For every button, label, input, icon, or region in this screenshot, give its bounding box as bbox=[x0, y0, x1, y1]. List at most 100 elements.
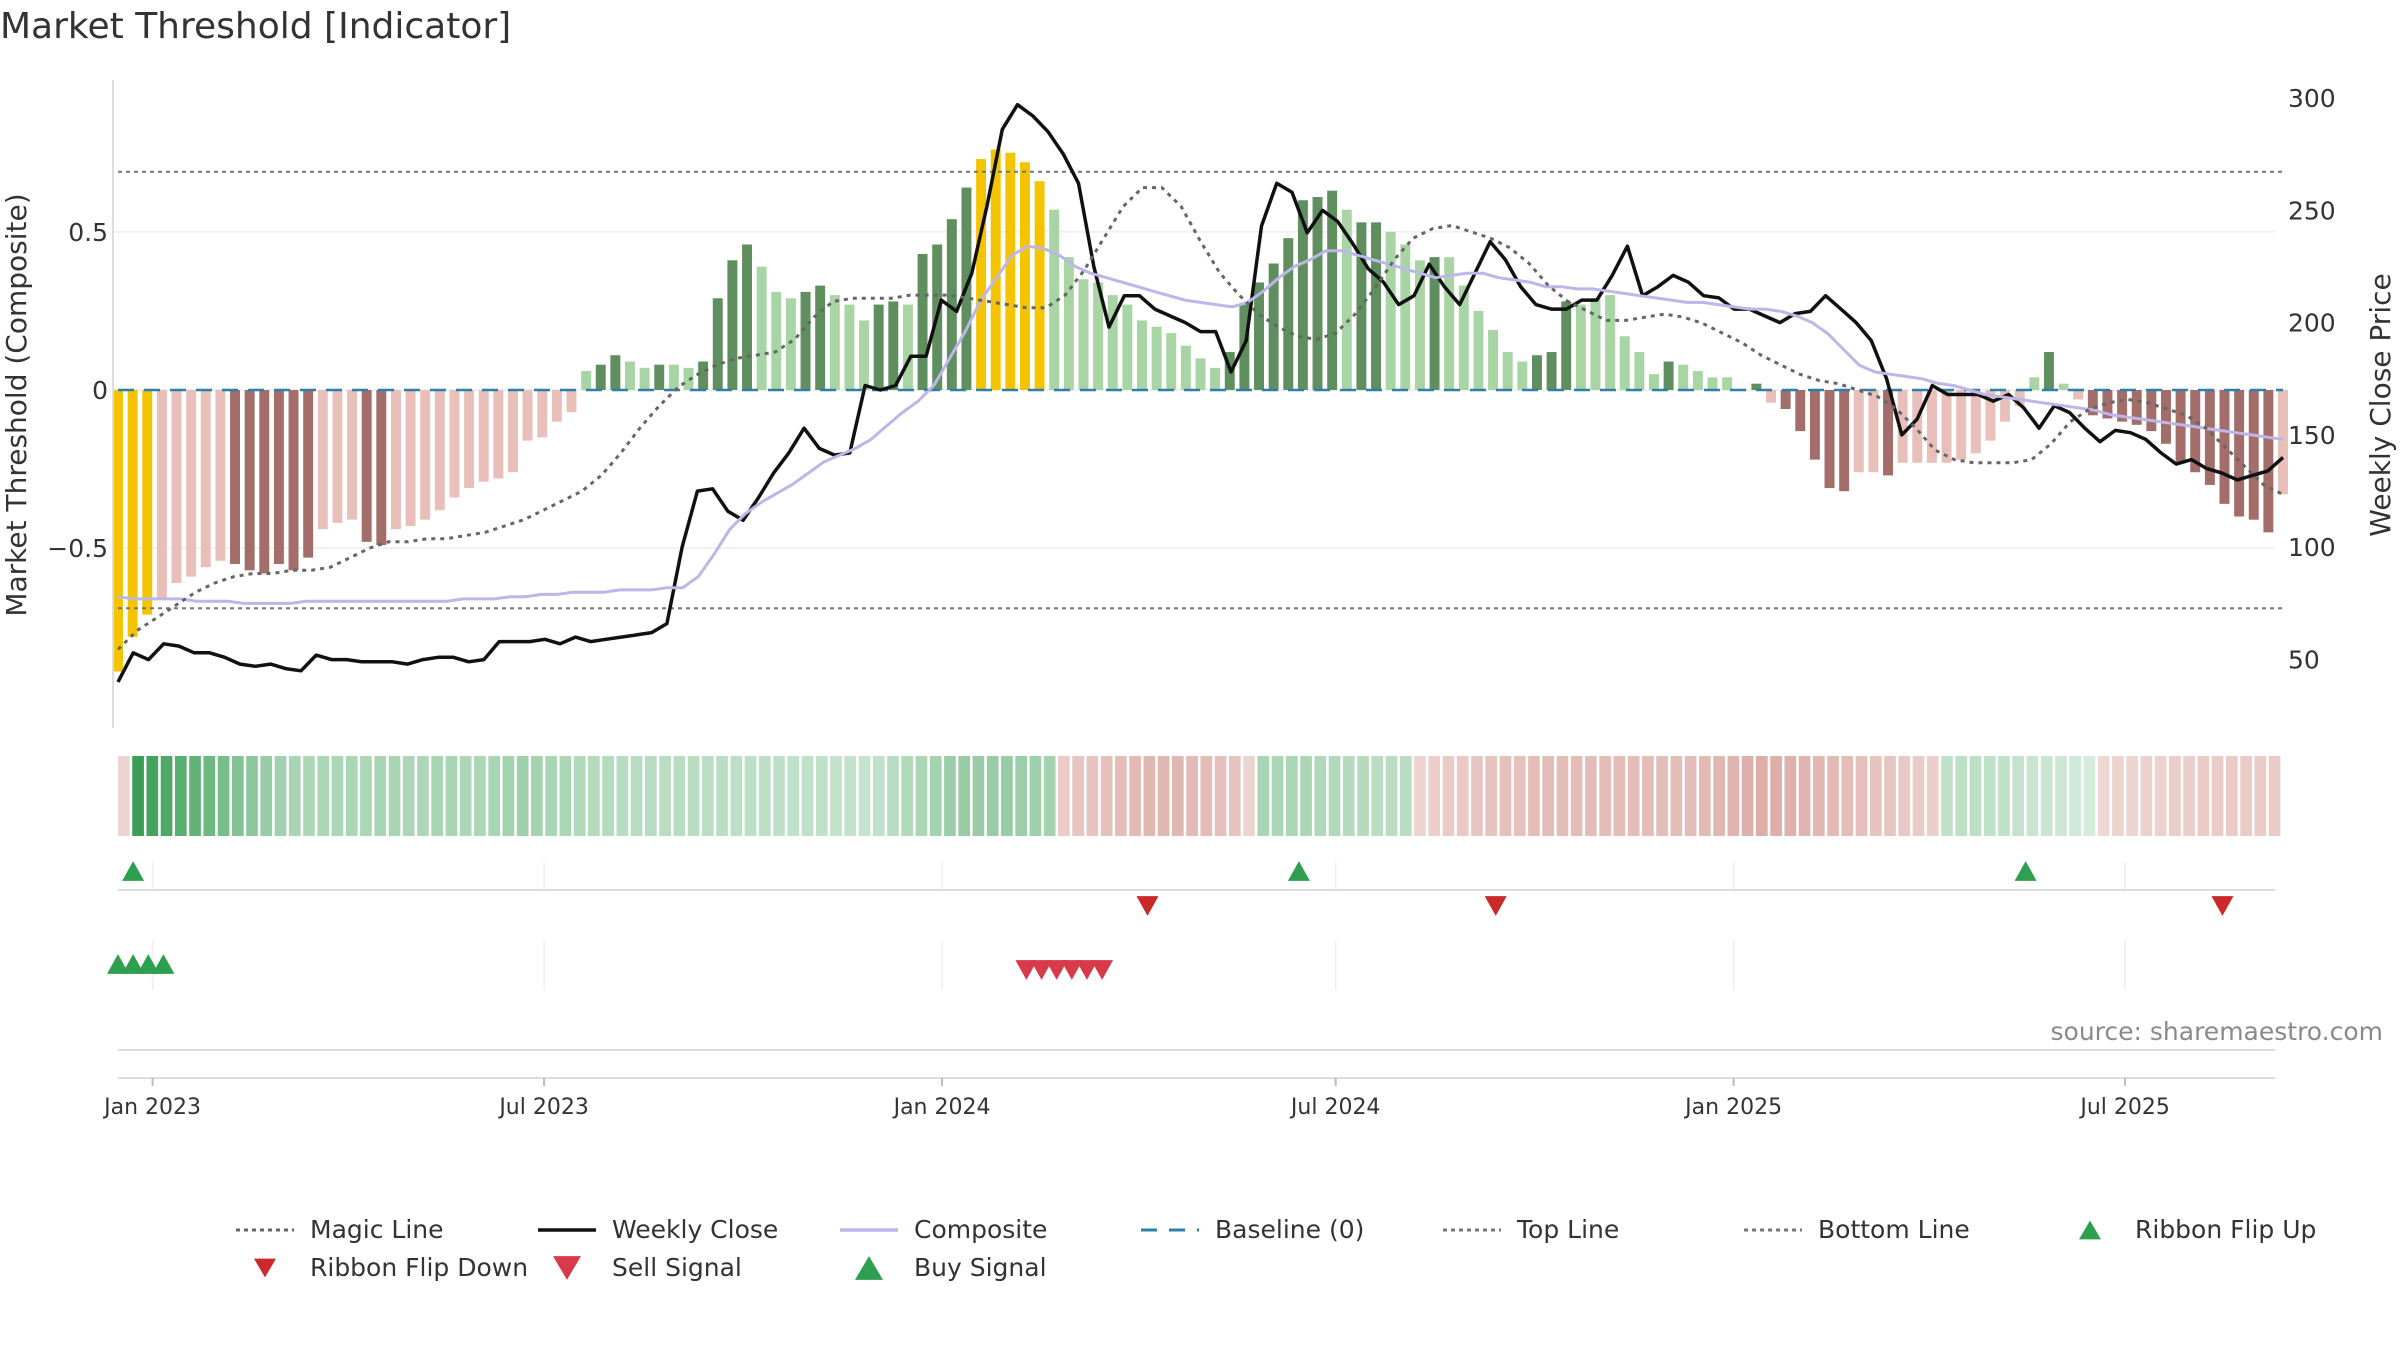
ribbon-cell bbox=[701, 756, 714, 836]
ribbon-cell bbox=[1371, 756, 1384, 836]
legend-item: Buy Signal bbox=[855, 1253, 1047, 1282]
ribbon-cell bbox=[1741, 756, 1754, 836]
threshold-bar bbox=[332, 390, 343, 523]
threshold-bar bbox=[1517, 361, 1528, 390]
threshold-bar bbox=[1049, 209, 1060, 390]
ribbon-cell bbox=[844, 756, 857, 836]
threshold-bar bbox=[1488, 329, 1499, 390]
threshold-bar bbox=[1254, 282, 1264, 390]
ribbon-cell bbox=[588, 756, 600, 836]
ribbon-cell bbox=[858, 756, 871, 836]
threshold-bar bbox=[888, 301, 899, 390]
ribbon-cell bbox=[217, 756, 230, 836]
threshold-bar bbox=[1912, 390, 1923, 463]
threshold-bar bbox=[1414, 260, 1425, 390]
legend-label: Ribbon Flip Down bbox=[310, 1253, 528, 1282]
threshold-bar bbox=[771, 291, 782, 390]
ribbon-cell bbox=[1300, 756, 1312, 836]
ribbon-cell bbox=[1941, 756, 1953, 836]
ribbon-cell bbox=[744, 756, 757, 836]
legend-item: Ribbon Flip Down bbox=[254, 1253, 528, 1282]
threshold-bar bbox=[522, 390, 533, 441]
series-lines bbox=[116, 102, 2285, 683]
x-axis: Jan 2023 Jul 2023 Jan 2024 Jul 2024 Jan 2025… bbox=[102, 1078, 2170, 1120]
threshold-bar bbox=[1458, 285, 1469, 390]
legend-item: Ribbon Flip Up bbox=[2079, 1215, 2316, 1244]
sell-signal-marker bbox=[1075, 960, 1098, 980]
sell-signal-marker bbox=[1030, 960, 1053, 980]
threshold-bar bbox=[1649, 374, 1659, 390]
threshold-bar bbox=[2029, 377, 2040, 390]
threshold-bar bbox=[1063, 257, 1074, 390]
ribbon-cell bbox=[1855, 756, 1868, 836]
legend-label: Composite bbox=[914, 1215, 1047, 1244]
threshold-bar bbox=[1210, 367, 1221, 390]
ribbon-cell bbox=[2026, 756, 2039, 836]
sell-signal-marker bbox=[1060, 960, 1083, 980]
x-tick-label: Jan 2025 bbox=[1683, 1095, 1782, 1120]
ribbon-cell bbox=[2183, 756, 2195, 836]
threshold-bar bbox=[581, 371, 592, 390]
ribbon-cell bbox=[630, 756, 643, 836]
ribbon-cell bbox=[573, 756, 586, 836]
threshold-bar bbox=[976, 159, 987, 390]
ribbon-cell bbox=[1029, 756, 1042, 836]
threshold-bar bbox=[376, 390, 387, 545]
ribbon-cell bbox=[901, 756, 914, 836]
threshold-bar bbox=[698, 361, 709, 390]
threshold-bar bbox=[493, 390, 504, 479]
ribbon-cell bbox=[1983, 756, 1996, 836]
legend-swatch bbox=[2079, 1220, 2101, 1240]
threshold-bar bbox=[2278, 390, 2288, 495]
threshold-bar bbox=[610, 355, 621, 390]
buy-signal-marker bbox=[107, 954, 129, 974]
threshold-bar bbox=[215, 390, 226, 561]
sell-signal-marker bbox=[1045, 960, 1068, 980]
threshold-bar bbox=[2248, 390, 2259, 520]
x-tick-label: Jul 2023 bbox=[497, 1095, 589, 1120]
chart-title: Market Threshold [Indicator] bbox=[0, 6, 512, 47]
ribbon-cell bbox=[1428, 756, 1441, 836]
signal-markers: source: sharemaestro.com bbox=[107, 861, 2383, 1079]
ribbon-cell bbox=[1115, 756, 1127, 836]
ribbon-cell bbox=[773, 756, 785, 836]
threshold-bar bbox=[2190, 390, 2201, 473]
threshold-bar bbox=[142, 390, 153, 615]
threshold-bar bbox=[946, 219, 957, 390]
threshold-bar bbox=[127, 390, 138, 637]
ribbon-cell bbox=[815, 756, 828, 836]
threshold-bar bbox=[347, 390, 358, 520]
ribbon-cell bbox=[602, 756, 614, 836]
threshold-bar bbox=[1019, 162, 1030, 390]
ribbon-cell bbox=[118, 756, 130, 836]
ribbon-cell bbox=[958, 756, 971, 836]
x-tick-label: Jan 2023 bbox=[102, 1095, 201, 1120]
threshold-bar bbox=[1429, 257, 1440, 390]
threshold-bar bbox=[1868, 390, 1879, 473]
ribbon-cell bbox=[2012, 756, 2025, 836]
threshold-bar bbox=[1619, 336, 1630, 390]
ribbon-cell bbox=[1314, 756, 1327, 836]
y-right-tick-label: 50 bbox=[2288, 646, 2320, 675]
threshold-bar bbox=[230, 390, 241, 564]
threshold-bar bbox=[639, 367, 650, 390]
threshold-bar bbox=[873, 304, 884, 390]
ribbon-cell bbox=[1157, 756, 1170, 836]
threshold-bar bbox=[1751, 383, 1762, 390]
x-tick-label: Jul 2025 bbox=[2078, 1095, 2170, 1120]
ribbon-cell bbox=[1385, 756, 1398, 836]
ribbon-cell bbox=[1499, 756, 1512, 836]
ribbon-cell bbox=[1528, 756, 1540, 836]
ribbon-cell bbox=[1086, 756, 1099, 836]
ribbon-cell bbox=[2069, 756, 2082, 836]
ribbon-cell bbox=[716, 756, 728, 836]
ribbon-cell bbox=[1342, 756, 1355, 836]
composite-line bbox=[117, 244, 2284, 605]
ribbon-cell bbox=[1399, 756, 1412, 836]
ribbon-cell bbox=[830, 756, 842, 836]
threshold-bar bbox=[1180, 345, 1191, 390]
legend-label: Top Line bbox=[1516, 1215, 1619, 1244]
threshold-bar bbox=[2087, 390, 2098, 416]
threshold-bar bbox=[1122, 304, 1133, 390]
ribbon-cell bbox=[645, 756, 657, 836]
